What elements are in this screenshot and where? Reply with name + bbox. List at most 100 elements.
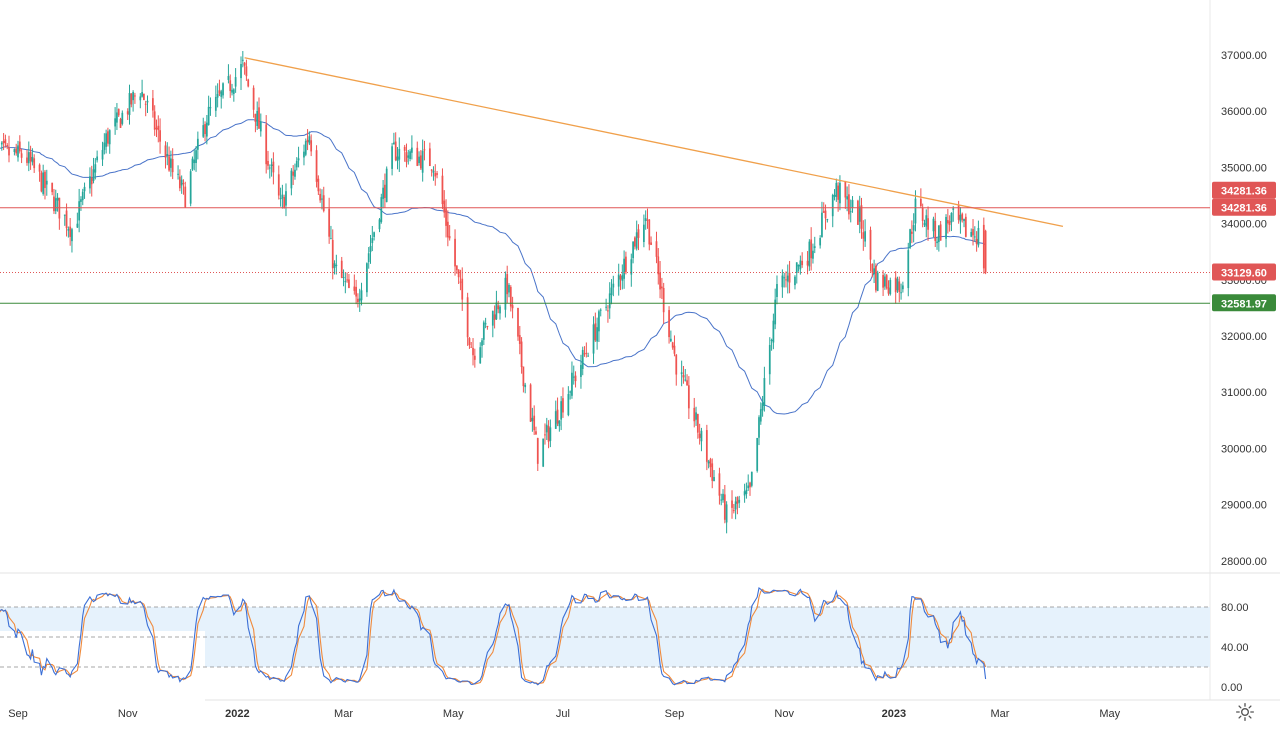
candle-body [975, 238, 978, 244]
candle-body [321, 198, 323, 200]
candle-body [243, 62, 246, 66]
candle-body [900, 292, 902, 294]
candle-body [229, 80, 232, 92]
candle-body [177, 173, 179, 175]
candle-body [4, 139, 7, 144]
candle-body [808, 241, 811, 267]
candle-body [259, 121, 262, 132]
candle-body [101, 149, 104, 160]
candle-body [56, 197, 59, 201]
candle-body [328, 208, 331, 237]
candle-body [835, 182, 838, 197]
candle-body [749, 482, 751, 488]
candle-body [535, 431, 537, 435]
candle-body [925, 215, 928, 227]
price-tick-label: 29000.00 [1221, 500, 1267, 512]
gear-icon[interactable] [1234, 702, 1256, 722]
candle-body [605, 306, 608, 308]
candle-body [722, 493, 724, 501]
candle-body [544, 434, 546, 436]
candle-body [610, 287, 613, 295]
candle-body [482, 322, 485, 340]
candle-body [662, 287, 665, 313]
candle-body [455, 265, 458, 271]
price-label-text: 34281.36 [1221, 186, 1267, 198]
candle-body [405, 152, 408, 163]
candle-body [657, 256, 660, 275]
candle-body [394, 141, 397, 161]
candle-body [78, 201, 81, 221]
candle-body [822, 211, 825, 213]
candle-body [687, 385, 690, 409]
candle-body [461, 278, 464, 300]
candle-body [910, 231, 913, 234]
candle-body [894, 277, 897, 293]
candle-body [848, 194, 850, 215]
candle-body [531, 417, 534, 422]
candle-body [686, 380, 688, 386]
candle-body [159, 130, 161, 142]
candle-body [94, 164, 97, 173]
candle-body [472, 347, 474, 356]
candle-body [884, 276, 886, 287]
candle-body [195, 150, 197, 164]
candle-body [178, 176, 181, 189]
candle-body [770, 339, 773, 341]
candle-body [574, 375, 577, 382]
candle-body [518, 335, 521, 344]
candle-body [423, 149, 426, 151]
candle-body [952, 208, 955, 210]
candle-body [132, 92, 134, 101]
price-label-text: 34281.36 [1221, 203, 1267, 215]
candle-body [254, 113, 257, 122]
candle-body [8, 147, 10, 156]
candle-body [486, 325, 489, 328]
candle-body [725, 504, 728, 523]
candle-body [182, 183, 185, 185]
candle-body [81, 191, 84, 201]
candle-body [360, 290, 363, 301]
candle-body [416, 147, 419, 166]
candle-body [950, 212, 953, 223]
candle-body [806, 260, 809, 266]
candle-body [166, 154, 169, 156]
candle-body [659, 272, 661, 290]
time-axis-label: May [443, 708, 464, 720]
candle-body [508, 284, 510, 293]
candle-body [493, 314, 496, 320]
candle-body [484, 323, 487, 325]
candle-body [876, 272, 879, 291]
candle-body [549, 427, 552, 441]
candle-body [813, 246, 816, 249]
candle-body [637, 229, 640, 238]
candle-body [871, 263, 874, 273]
candle-body [367, 253, 370, 262]
candle-body [682, 375, 685, 378]
candle-body [648, 219, 651, 245]
candle-body [31, 156, 34, 163]
oscillator-tick-label: 0.00 [1221, 682, 1242, 694]
candle-body [319, 193, 322, 201]
candle-body [378, 219, 381, 230]
candle-body [812, 250, 814, 259]
candle-body [972, 229, 974, 236]
candle-body [29, 151, 32, 162]
candle-body [322, 195, 325, 211]
candle-body [220, 91, 223, 97]
candle-body [743, 491, 746, 496]
candle-body [736, 497, 739, 504]
candle-body [889, 279, 892, 295]
candle-body [801, 260, 804, 266]
candle-body [479, 347, 482, 364]
candle-body [598, 311, 600, 332]
time-axis-label: Nov [118, 708, 138, 720]
time-axis-label: Nov [774, 708, 794, 720]
candle-body [459, 281, 462, 283]
candle-body [632, 241, 634, 259]
candle-body [227, 76, 230, 80]
candle-body [738, 499, 741, 503]
time-axis-label: May [1099, 708, 1120, 720]
candle-body [491, 310, 494, 326]
